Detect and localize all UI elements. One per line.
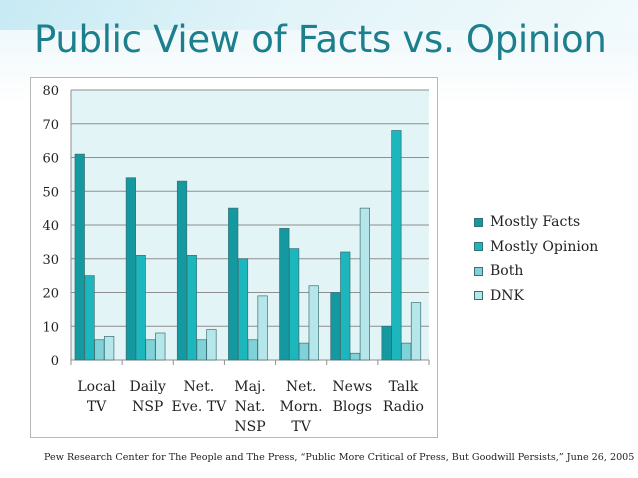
x-tick-label: TV <box>87 399 107 415</box>
legend-swatch <box>474 242 483 252</box>
bar <box>145 339 156 361</box>
x-tick-label: Morn. <box>280 399 323 415</box>
bar <box>391 130 402 361</box>
bar <box>381 325 392 361</box>
bar <box>186 255 197 361</box>
y-tick-label: 40 <box>42 219 59 234</box>
y-tick-label: 60 <box>42 152 59 167</box>
x-tick-label: TV <box>291 419 311 435</box>
bar <box>237 258 249 361</box>
x-tick-label: Net. <box>286 379 317 395</box>
bar <box>340 251 351 361</box>
bar <box>349 352 361 361</box>
y-tick-label: 50 <box>42 185 59 200</box>
bar <box>257 295 268 361</box>
legend-swatch <box>474 291 483 301</box>
legend-item: Mostly Opinion <box>474 235 598 260</box>
x-tick-label: Blogs <box>333 399 372 415</box>
y-tick-label: 0 <box>51 354 59 369</box>
x-tick-label: Local <box>77 379 116 395</box>
x-tick-label: Daily <box>129 379 166 395</box>
legend-swatch <box>474 217 483 227</box>
bar <box>308 285 319 361</box>
bar <box>359 207 370 361</box>
bar <box>125 177 136 361</box>
legend-item: DNK <box>474 284 598 309</box>
x-tick-label: Radio <box>383 399 424 415</box>
legend-label: Mostly Facts <box>490 214 581 231</box>
bar <box>228 207 239 361</box>
legend-label: Mostly Opinion <box>490 238 599 255</box>
y-tick-label: 80 <box>42 84 59 99</box>
x-tick-label: NSP <box>234 419 265 435</box>
bar <box>94 339 105 361</box>
bar <box>279 228 290 361</box>
y-tick-label: 20 <box>42 287 59 302</box>
y-tick-label: 70 <box>42 118 59 133</box>
bar <box>84 275 95 361</box>
legend-label: DNK <box>490 287 524 304</box>
x-tick-label: Talk <box>389 379 419 395</box>
y-tick-label: 30 <box>42 253 59 268</box>
bar <box>104 336 115 361</box>
legend-swatch <box>474 266 483 276</box>
bar <box>176 180 188 361</box>
bar <box>155 332 166 361</box>
source-citation: Pew Research Center for The People and T… <box>44 452 635 463</box>
bar <box>330 292 341 361</box>
bar <box>410 302 422 361</box>
x-tick-label: Eve. TV <box>171 399 227 415</box>
bar <box>135 255 146 361</box>
x-tick-label: NSP <box>132 399 163 415</box>
bar <box>196 339 207 361</box>
bar <box>401 342 412 361</box>
x-tick-label: Net. <box>184 379 215 395</box>
bar <box>206 329 217 361</box>
legend-item: Mostly Facts <box>474 210 598 235</box>
x-tick-label: Nat. <box>235 399 266 415</box>
y-tick-label: 10 <box>42 320 59 335</box>
bar <box>289 248 300 361</box>
chart-frame: 0 10 20 30 40 50 60 70 80 Local TV Daily NSP Net. Eve.… <box>30 77 438 438</box>
chart-legend: Mostly Facts Mostly Opinion Both DNK <box>474 210 598 308</box>
bar-chart: 0 10 20 30 40 50 60 70 80 Local TV Daily NSP Net. Eve.… <box>42 84 430 435</box>
legend-item: Both <box>474 259 598 284</box>
legend-label: Both <box>490 263 524 280</box>
x-tick-label: News <box>332 379 372 395</box>
bar <box>74 153 85 361</box>
bar <box>247 339 258 361</box>
bar <box>298 342 310 361</box>
x-tick-label: Maj. <box>234 379 265 395</box>
slide-title: Public View of Facts vs. Opinion <box>34 18 607 61</box>
header-band <box>0 0 638 30</box>
